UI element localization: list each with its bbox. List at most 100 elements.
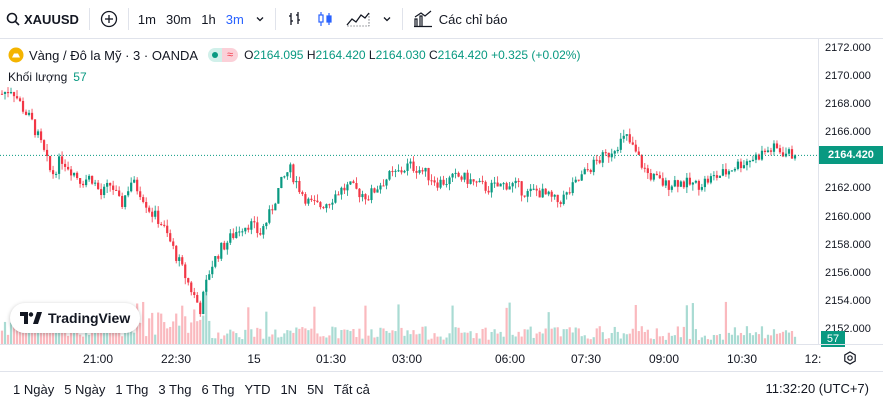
interval-30m[interactable]: 30m bbox=[165, 11, 192, 27]
candle-down bbox=[682, 181, 685, 188]
indicators-button[interactable]: Các chỉ báo bbox=[407, 0, 514, 38]
volume-legend[interactable]: Khối lượng 57 bbox=[8, 70, 87, 84]
high-value: 2164.420 bbox=[315, 48, 366, 62]
price-axis[interactable]: 2172.0002170.0002168.0002166.0002164.000… bbox=[818, 39, 883, 347]
range-ytd[interactable]: YTD bbox=[244, 381, 271, 397]
volume-bar bbox=[346, 329, 349, 344]
candle-down bbox=[382, 185, 385, 187]
volume-bar bbox=[760, 326, 764, 344]
candle-down bbox=[484, 181, 487, 191]
range-6-months[interactable]: 6 Thg bbox=[201, 381, 235, 397]
interval-dropdown-button[interactable] bbox=[249, 0, 271, 38]
tradingview-logo[interactable]: TradingView bbox=[10, 303, 141, 333]
volume-bar bbox=[718, 333, 722, 344]
area-style-button[interactable] bbox=[340, 0, 376, 38]
candle-down bbox=[496, 182, 499, 187]
volume-bar bbox=[541, 333, 544, 344]
range-3-months[interactable]: 3 Thg bbox=[158, 381, 192, 397]
chevron-down-icon bbox=[383, 17, 391, 22]
candle-up bbox=[679, 181, 682, 187]
time-tick: 15 bbox=[247, 352, 261, 366]
candlestick-chart[interactable] bbox=[0, 39, 818, 344]
range-1-year[interactable]: 1N bbox=[280, 381, 298, 397]
interval-1m[interactable]: 1m bbox=[137, 11, 156, 27]
chart-type-dropdown-button[interactable] bbox=[376, 0, 398, 38]
range-5-years[interactable]: 5N bbox=[307, 381, 324, 397]
volume-bar bbox=[166, 328, 169, 344]
candles-icon bbox=[318, 12, 332, 26]
time-tick: 01:30 bbox=[315, 352, 347, 366]
candle-down bbox=[415, 170, 418, 173]
candle-up bbox=[325, 204, 328, 209]
symbol-title[interactable]: Vàng / Đô la Mỹ · 3 · OANDA bbox=[29, 47, 199, 63]
interval-1h[interactable]: 1h bbox=[201, 11, 216, 27]
candle-up bbox=[286, 172, 289, 177]
bar-style-button[interactable] bbox=[280, 0, 310, 38]
candle-down bbox=[304, 194, 307, 204]
candle-down bbox=[313, 200, 316, 202]
volume-bar bbox=[427, 339, 430, 344]
candle-down bbox=[661, 178, 664, 186]
candle-up bbox=[283, 176, 286, 178]
candle-up bbox=[154, 210, 157, 217]
volume-bar bbox=[301, 327, 304, 344]
indicators-icon bbox=[413, 10, 432, 28]
candle-up bbox=[370, 188, 373, 201]
price-tick: 2170.000 bbox=[825, 69, 871, 82]
range-1-day[interactable]: 1 Ngày bbox=[13, 381, 55, 397]
candle-down bbox=[475, 181, 478, 183]
volume-bar bbox=[256, 327, 259, 344]
volume-bar bbox=[454, 327, 457, 344]
candle-up bbox=[280, 176, 283, 189]
candle-up bbox=[361, 194, 364, 198]
candle-down bbox=[412, 161, 415, 171]
volume-bar bbox=[9, 322, 13, 344]
candle-down bbox=[586, 169, 589, 171]
volume-bar bbox=[415, 334, 418, 344]
volume-bar bbox=[331, 326, 334, 344]
price-tick: 2172.000 bbox=[825, 41, 871, 54]
candle-up bbox=[718, 175, 722, 178]
candle-down bbox=[160, 223, 163, 225]
volume-bar bbox=[625, 334, 628, 344]
time-axis[interactable]: 21:00 22:30 15 01:30 03:00 06:00 07:30 09:00 10:… bbox=[0, 344, 821, 371]
symbol-search-button[interactable]: XAUUSD bbox=[0, 0, 85, 38]
candle-up bbox=[574, 179, 577, 183]
range-1-month[interactable]: 1 Thg bbox=[115, 381, 149, 397]
volume-bar bbox=[373, 337, 376, 344]
candle-down bbox=[121, 195, 124, 207]
candle-up bbox=[388, 171, 391, 180]
candle-up bbox=[226, 242, 229, 250]
range-5-days[interactable]: 5 Ngày bbox=[64, 381, 106, 397]
volume-bar bbox=[190, 322, 193, 344]
open-value: 2164.095 bbox=[253, 48, 304, 62]
market-status-badge[interactable]: ≈ bbox=[208, 47, 239, 63]
volume-bar bbox=[556, 327, 559, 344]
volume-bar bbox=[604, 338, 607, 344]
volume-bar bbox=[517, 331, 520, 344]
volume-bar bbox=[30, 331, 34, 344]
candle-down bbox=[30, 112, 34, 120]
volume-bar bbox=[742, 335, 746, 344]
candle-down bbox=[559, 202, 562, 204]
compare-symbol-button[interactable] bbox=[94, 0, 124, 38]
candle-down bbox=[163, 224, 166, 226]
candle-down bbox=[136, 179, 139, 192]
candle-style-button[interactable] bbox=[310, 0, 340, 38]
volume-bar bbox=[670, 335, 673, 344]
volume-bar bbox=[496, 333, 499, 344]
settings-icon[interactable] bbox=[843, 351, 857, 365]
clock-timezone[interactable]: 11:32:20 (UTC+7) bbox=[765, 381, 869, 396]
volume-bar bbox=[367, 335, 370, 344]
candle-down bbox=[151, 211, 154, 217]
interval-3m[interactable]: 3m bbox=[225, 11, 244, 27]
volume-bar bbox=[3, 321, 7, 344]
candle-up bbox=[409, 161, 412, 164]
candle-down bbox=[430, 180, 433, 182]
candle-down bbox=[166, 225, 169, 234]
candle-up bbox=[295, 180, 298, 183]
range-all[interactable]: Tất cả bbox=[333, 381, 370, 397]
candle-down bbox=[18, 98, 22, 101]
open-label: O bbox=[244, 48, 254, 62]
volume-bar bbox=[124, 332, 127, 344]
